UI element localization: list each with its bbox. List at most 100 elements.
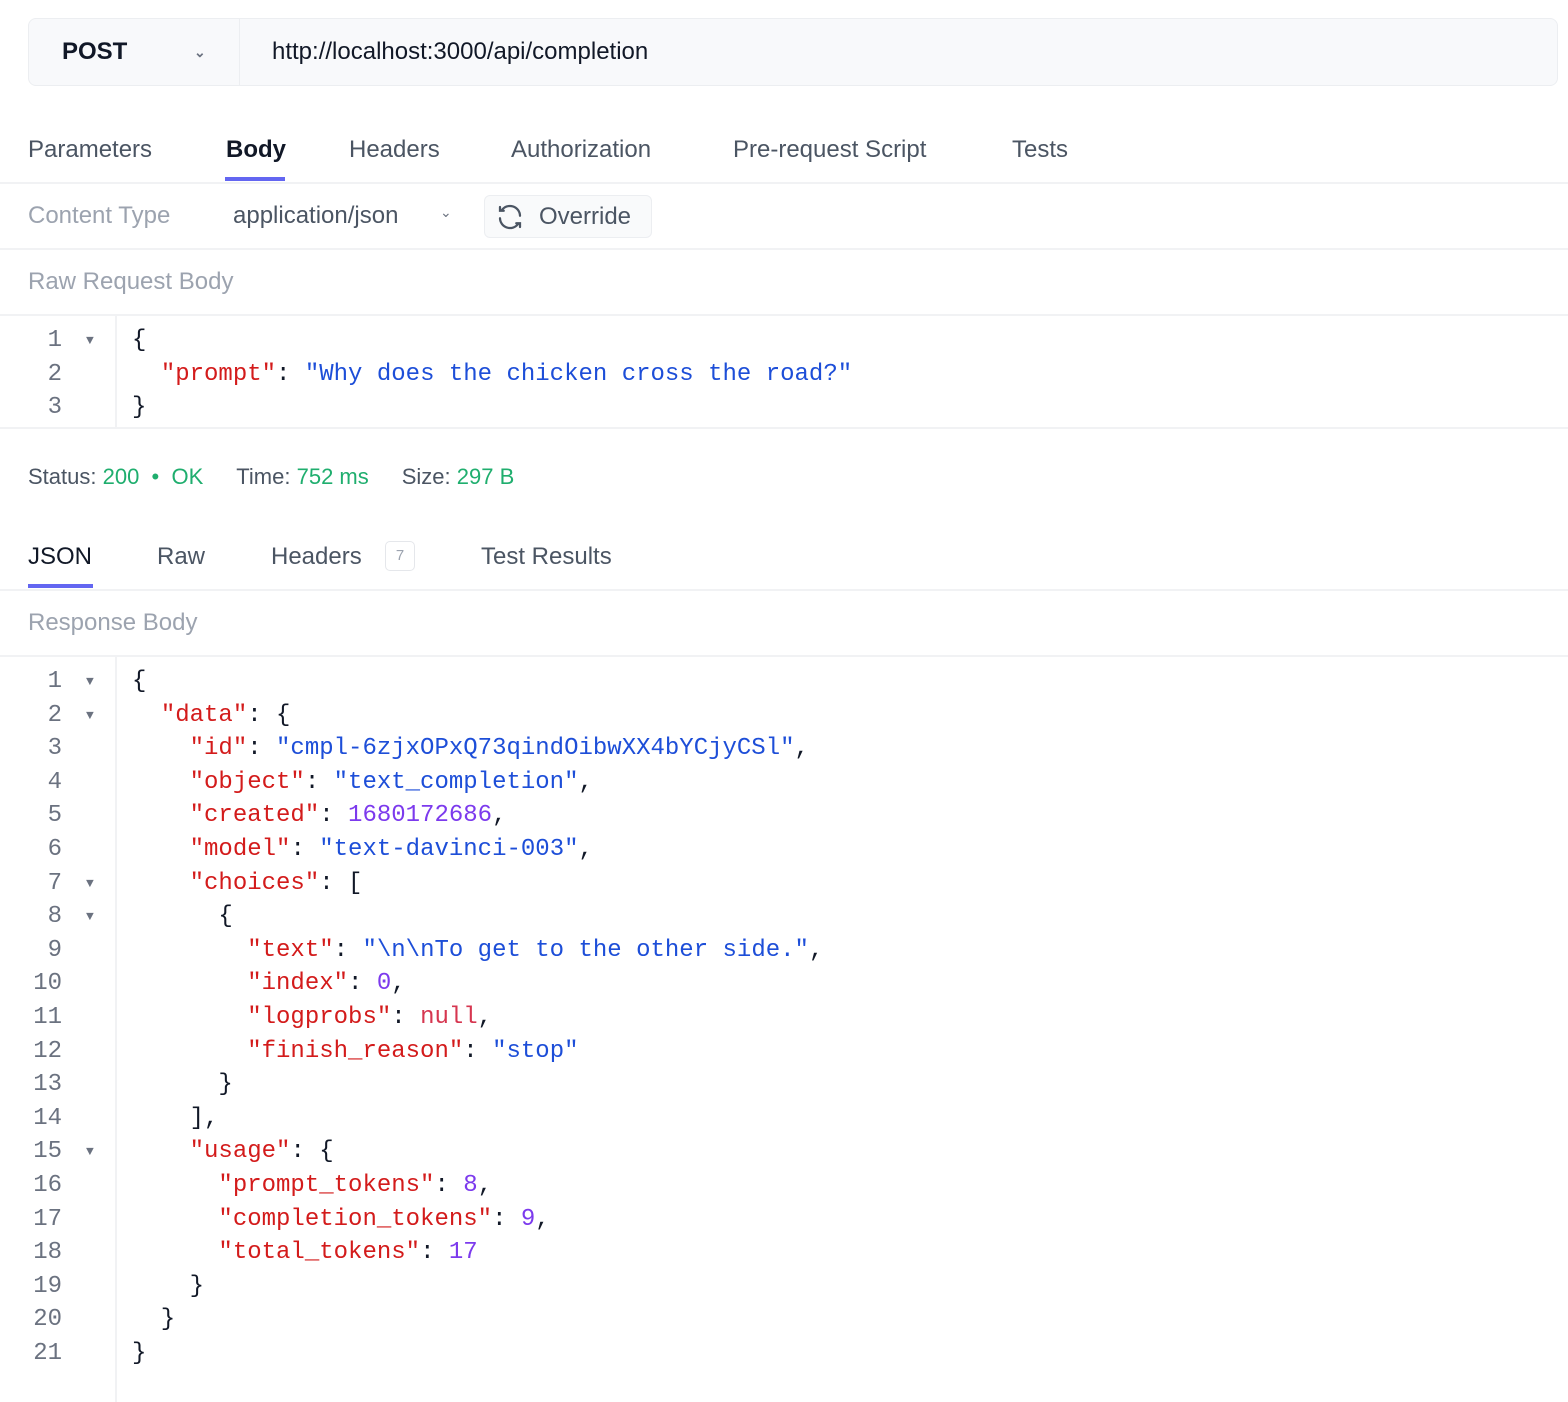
content-type-label: Content Type <box>28 202 171 229</box>
token-num: 9 <box>520 1205 536 1233</box>
token-punc: , <box>477 1004 493 1031</box>
tab-raw[interactable]: Raw <box>157 543 206 570</box>
code-content: "prompt": "Why does the chicken cross th… <box>132 358 852 392</box>
token-punc: : <box>391 1004 421 1031</box>
fold-toggle-icon[interactable]: ▼ <box>86 674 94 689</box>
token-key: "created" <box>189 802 320 830</box>
tab-parameters[interactable]: Parameters <box>28 136 153 163</box>
code-line: 3} <box>0 391 1568 425</box>
token-num: 1680172686 <box>348 802 493 830</box>
content-type-row: Content Type application/json ⌄ <box>0 184 1568 250</box>
tab-test-results[interactable]: Test Results <box>481 543 612 570</box>
token-punc <box>132 735 190 762</box>
tab-headers[interactable]: Headers <box>349 136 440 163</box>
code-content: "object": "text_completion", <box>132 766 593 800</box>
fold-toggle-icon[interactable]: ▼ <box>86 707 94 723</box>
line-number: 19 <box>33 1272 62 1300</box>
line-number: 18 <box>33 1239 62 1267</box>
token-key: "index" <box>247 970 349 998</box>
active-tab-indicator <box>28 584 93 588</box>
line-number: 1 <box>47 327 62 354</box>
line-number: 1 <box>47 668 62 695</box>
token-num: 0 <box>376 970 392 998</box>
token-null: null <box>420 1004 478 1031</box>
fold-toggle-icon[interactable]: ▼ <box>86 909 94 925</box>
code-line: 7 ▼ "choices": [ <box>0 867 1568 901</box>
token-key: "logprobs" <box>247 1004 392 1031</box>
token-num: 17 <box>448 1239 478 1267</box>
code-content: ], <box>132 1102 219 1136</box>
code-content: { <box>132 665 146 699</box>
code-content: } <box>132 1337 146 1371</box>
override-button[interactable]: Override <box>484 195 652 238</box>
tab-body[interactable]: Body <box>226 136 286 163</box>
token-punc: : [ <box>319 869 363 897</box>
method-select[interactable]: POST ⌄ <box>29 19 240 85</box>
code-line: 11 "logprobs": null, <box>0 1001 1568 1035</box>
code-content: { <box>132 324 146 358</box>
tab-authorization[interactable]: Authorization <box>511 136 652 163</box>
fold-toggle-icon[interactable]: ▼ <box>86 333 94 348</box>
content-type-select[interactable]: application/json <box>233 202 399 229</box>
token-punc: { <box>132 327 147 354</box>
request-tabs: Parameters Body Headers Authorization Pr… <box>0 120 1568 184</box>
token-key: "choices" <box>189 869 320 897</box>
tab-tests[interactable]: Tests <box>1012 136 1069 163</box>
token-punc: } <box>132 1340 147 1367</box>
line-number: 9 <box>47 936 62 964</box>
line-number: 16 <box>33 1172 62 1199</box>
token-punc <box>132 1038 247 1065</box>
line-number: 3 <box>47 735 62 763</box>
line-number: 3 <box>47 394 62 422</box>
token-punc: : <box>434 1172 464 1199</box>
token-punc: : <box>290 836 320 863</box>
token-punc <box>132 1004 247 1031</box>
tab-response-headers[interactable]: Headers <box>271 543 362 570</box>
line-number: 15 <box>33 1138 62 1166</box>
method-value: POST <box>62 38 128 65</box>
request-body-editor[interactable]: 1 ▼ {2 "prompt": "Why does the chicken cro… <box>0 316 1568 429</box>
code-content: "text": "\n\nTo get to the other side.", <box>132 934 823 968</box>
line-number: 4 <box>47 768 62 796</box>
token-punc: , <box>794 735 809 763</box>
token-punc: ], <box>132 1104 219 1132</box>
token-key: "completion_tokens" <box>218 1205 493 1233</box>
request-bar: POST ⌄ http://localhost:3000/api/complet… <box>28 18 1558 86</box>
token-key: "finish_reason" <box>247 1037 464 1065</box>
token-str: "text_completion" <box>333 768 579 796</box>
size-label: Size: <box>401 464 451 489</box>
response-body-viewer[interactable]: 1 ▼{2 ▼ "data": {3 "id": "cmpl-6zjxOPxQ73q… <box>0 657 1568 1402</box>
token-punc <box>132 870 190 897</box>
token-punc <box>132 1138 190 1165</box>
response-status: Status: 200 • OK Time: 752 ms Size: 297 … <box>28 464 514 490</box>
code-content: "id": "cmpl-6zjxOPxQ73qindOibwXX4bYCjyCS… <box>132 732 809 766</box>
token-punc: , <box>578 836 593 863</box>
code-content: } <box>132 1270 204 1304</box>
code-line: 17 "completion_tokens": 9, <box>0 1203 1568 1237</box>
token-punc: : <box>348 970 377 998</box>
line-number: 10 <box>33 970 62 998</box>
line-number: 17 <box>33 1205 62 1233</box>
line-number: 7 <box>47 869 62 897</box>
time-label: Time: <box>236 464 291 489</box>
fold-toggle-icon[interactable]: ▼ <box>86 875 94 891</box>
token-punc <box>132 1172 218 1199</box>
tab-pre-request-script[interactable]: Pre-request Script <box>733 136 927 163</box>
token-num: 8 <box>463 1172 478 1199</box>
token-punc: : <box>319 802 349 830</box>
status-code: 200 <box>102 464 140 489</box>
active-tab-indicator <box>225 177 285 181</box>
code-content: } <box>132 391 146 425</box>
chevron-down-icon: ⌄ <box>194 43 206 60</box>
url-input[interactable]: http://localhost:3000/api/completion <box>272 38 649 65</box>
line-number: 5 <box>47 802 62 830</box>
tab-json[interactable]: JSON <box>28 543 93 570</box>
code-content: "usage": { <box>132 1135 334 1169</box>
line-number: 11 <box>33 1004 62 1031</box>
code-content: "total_tokens": 17 <box>132 1236 478 1270</box>
code-content: { <box>132 900 232 934</box>
token-punc: { <box>132 668 147 695</box>
code-line: 4 "object": "text_completion", <box>0 766 1568 800</box>
refresh-icon <box>498 204 522 229</box>
fold-toggle-icon[interactable]: ▼ <box>86 1144 94 1160</box>
